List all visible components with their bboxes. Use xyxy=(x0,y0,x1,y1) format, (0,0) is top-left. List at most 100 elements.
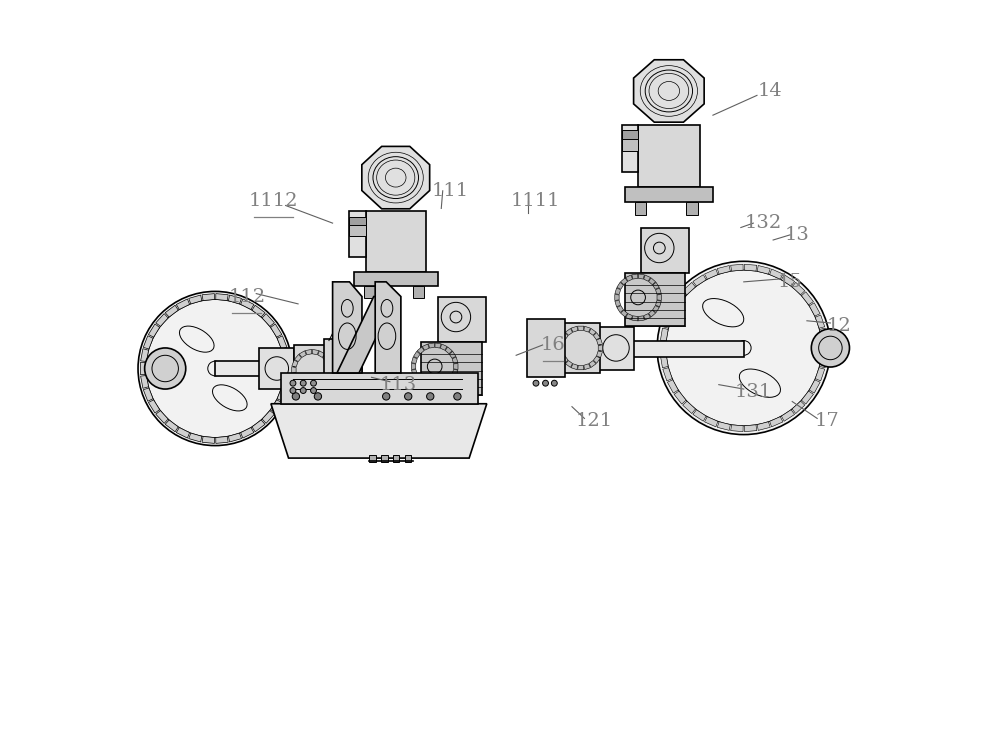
Bar xyxy=(281,373,478,404)
Ellipse shape xyxy=(300,380,306,386)
Bar xyxy=(349,212,366,257)
Polygon shape xyxy=(189,433,202,442)
Polygon shape xyxy=(428,385,434,390)
Polygon shape xyxy=(565,360,573,368)
Polygon shape xyxy=(663,315,672,328)
Polygon shape xyxy=(584,364,590,370)
Ellipse shape xyxy=(454,393,461,400)
Polygon shape xyxy=(663,368,672,381)
Polygon shape xyxy=(312,349,319,354)
Polygon shape xyxy=(559,345,563,351)
Text: 15: 15 xyxy=(778,273,802,291)
Polygon shape xyxy=(292,373,298,380)
Polygon shape xyxy=(621,310,628,317)
Polygon shape xyxy=(140,363,146,374)
Polygon shape xyxy=(292,360,298,367)
Polygon shape xyxy=(413,352,420,358)
Polygon shape xyxy=(216,436,228,444)
Polygon shape xyxy=(326,360,332,367)
Ellipse shape xyxy=(314,393,322,400)
Polygon shape xyxy=(821,342,827,354)
Polygon shape xyxy=(717,422,730,430)
Polygon shape xyxy=(815,315,825,328)
Polygon shape xyxy=(176,427,190,438)
Polygon shape xyxy=(165,420,178,432)
Polygon shape xyxy=(589,329,596,335)
Polygon shape xyxy=(411,363,416,369)
Bar xyxy=(294,345,330,392)
Polygon shape xyxy=(435,385,441,390)
Polygon shape xyxy=(656,301,661,307)
Polygon shape xyxy=(634,60,704,122)
Polygon shape xyxy=(375,282,401,373)
Polygon shape xyxy=(674,292,686,305)
Polygon shape xyxy=(809,303,820,316)
Polygon shape xyxy=(660,355,668,368)
Bar xyxy=(635,202,646,215)
Polygon shape xyxy=(705,416,718,427)
Polygon shape xyxy=(656,288,661,295)
Polygon shape xyxy=(578,326,584,330)
Polygon shape xyxy=(632,274,638,279)
Polygon shape xyxy=(744,265,757,271)
Polygon shape xyxy=(299,351,306,357)
Polygon shape xyxy=(148,324,160,337)
Bar xyxy=(622,125,638,172)
Polygon shape xyxy=(561,332,568,340)
Polygon shape xyxy=(644,314,650,320)
Polygon shape xyxy=(328,367,332,373)
Polygon shape xyxy=(638,274,644,279)
Polygon shape xyxy=(621,278,628,284)
Ellipse shape xyxy=(311,380,316,386)
Ellipse shape xyxy=(427,393,434,400)
Polygon shape xyxy=(744,425,757,432)
Text: 1112: 1112 xyxy=(249,192,299,210)
Polygon shape xyxy=(452,357,458,363)
Polygon shape xyxy=(440,344,447,350)
Ellipse shape xyxy=(405,393,412,400)
Text: 112: 112 xyxy=(228,287,265,306)
Bar xyxy=(527,318,565,377)
Polygon shape xyxy=(667,303,678,316)
Polygon shape xyxy=(305,385,312,391)
Bar xyxy=(622,130,638,139)
Polygon shape xyxy=(615,288,621,295)
Ellipse shape xyxy=(332,401,338,407)
Polygon shape xyxy=(318,351,325,357)
Polygon shape xyxy=(589,360,596,368)
Bar xyxy=(381,455,388,463)
Bar xyxy=(324,339,360,398)
Ellipse shape xyxy=(290,388,296,394)
Polygon shape xyxy=(262,314,274,326)
Polygon shape xyxy=(454,363,458,369)
Polygon shape xyxy=(417,379,424,386)
Polygon shape xyxy=(326,373,332,380)
Polygon shape xyxy=(165,305,178,317)
Polygon shape xyxy=(693,275,706,286)
Bar xyxy=(438,296,486,342)
Polygon shape xyxy=(819,328,827,341)
Ellipse shape xyxy=(322,401,328,407)
Text: 17: 17 xyxy=(814,413,839,430)
Text: 111: 111 xyxy=(432,182,469,200)
Polygon shape xyxy=(299,383,306,389)
Polygon shape xyxy=(284,363,290,374)
Bar xyxy=(393,455,399,463)
Polygon shape xyxy=(294,378,301,385)
Polygon shape xyxy=(282,376,290,388)
Polygon shape xyxy=(143,388,153,401)
Bar xyxy=(259,348,294,389)
Polygon shape xyxy=(141,376,149,388)
Polygon shape xyxy=(657,294,661,301)
Polygon shape xyxy=(148,400,160,413)
Text: 121: 121 xyxy=(575,413,613,430)
Polygon shape xyxy=(597,338,602,345)
Polygon shape xyxy=(305,349,312,354)
Polygon shape xyxy=(781,410,795,422)
Polygon shape xyxy=(228,433,242,442)
Polygon shape xyxy=(584,326,590,332)
Polygon shape xyxy=(770,416,783,427)
Ellipse shape xyxy=(292,393,300,400)
Polygon shape xyxy=(202,436,214,444)
Polygon shape xyxy=(294,354,301,362)
